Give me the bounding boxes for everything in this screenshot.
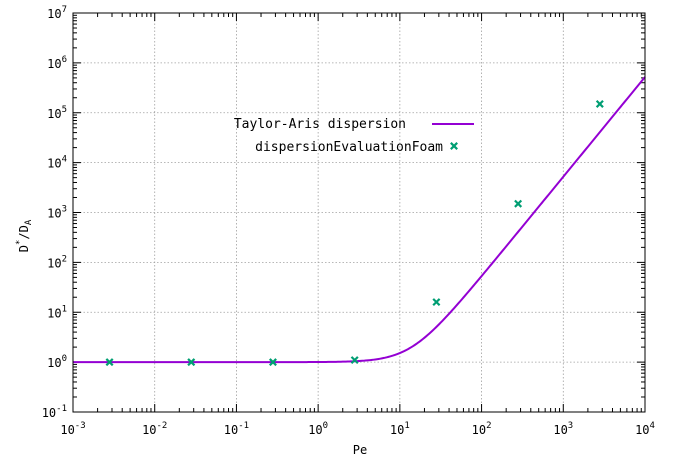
data-point — [514, 199, 523, 208]
y-tick-label: 106 — [47, 55, 67, 71]
series-dispersionevaluationfoam — [105, 99, 604, 367]
tick-labels: 10-3 10-2 10-1 100 101 102 103 104 10-1 100 101 102… — [42, 5, 655, 437]
legend: Taylor-Aris dispersion dispersionEvaluat… — [234, 117, 474, 155]
series-line-taylor-aris — [73, 76, 646, 364]
y-tick-label: 10-1 — [42, 404, 67, 420]
y-tick-label: 102 — [47, 254, 67, 270]
legend-label-taylor-aris: Taylor-Aris dispersion — [234, 117, 406, 132]
y-tick-label: 104 — [47, 155, 67, 171]
legend-marker-x — [450, 142, 458, 150]
y-axis-label: D*/DA — [15, 219, 34, 252]
data-point — [595, 99, 604, 108]
series-taylor-aris — [73, 76, 646, 364]
legend-marker-dispersionevaluationfoam — [450, 142, 458, 150]
x-tick-label: 103 — [553, 421, 573, 437]
data-point — [187, 358, 196, 367]
x-axis-label: Pe — [353, 443, 367, 457]
x-tick-label: 10-2 — [142, 421, 167, 437]
y-tick-label: 103 — [47, 205, 67, 221]
x-tick-label: 100 — [308, 421, 328, 437]
x-tick-label: 101 — [390, 421, 410, 437]
axis-ticks — [72, 12, 646, 413]
x-tick-label: 102 — [472, 421, 492, 437]
data-point — [105, 358, 114, 367]
plot-frame — [72, 12, 646, 413]
x-tick-label: 104 — [635, 421, 655, 437]
y-tick-label: 107 — [47, 5, 67, 21]
y-tick-label: 105 — [47, 105, 67, 121]
legend-label-dispersionevaluationfoam: dispersionEvaluationFoam — [255, 140, 443, 155]
x-tick-label: 10-3 — [60, 421, 85, 437]
data-point — [432, 298, 441, 307]
y-tick-label: 100 — [47, 354, 67, 370]
x-tick-label: 10-1 — [224, 421, 249, 437]
grid-lines — [73, 13, 645, 412]
y-tick-label: 101 — [47, 304, 67, 320]
data-point — [268, 358, 277, 367]
data-point — [350, 356, 359, 365]
